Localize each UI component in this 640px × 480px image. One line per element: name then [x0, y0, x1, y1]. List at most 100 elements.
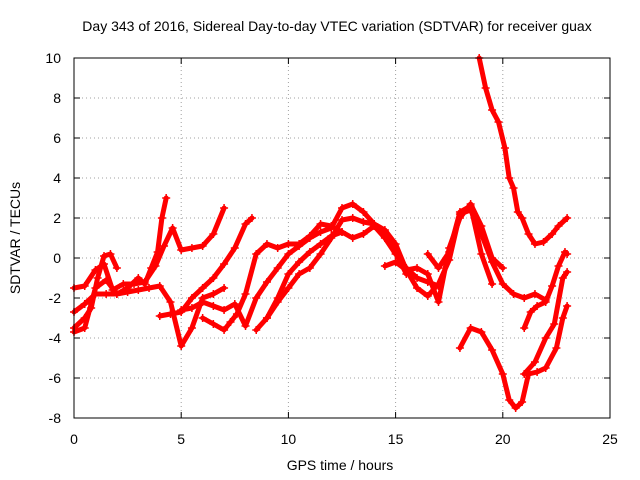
- data-point: [93, 274, 102, 282]
- data-point: [112, 264, 121, 272]
- y-tick-label: 10: [45, 50, 61, 66]
- x-tick-label: 5: [177, 431, 185, 447]
- data-point: [187, 294, 196, 302]
- data-point: [153, 248, 162, 256]
- data-point: [177, 246, 186, 254]
- x-tick-label: 25: [602, 431, 618, 447]
- series-track-10: [382, 201, 506, 305]
- data-point: [316, 250, 325, 258]
- data-point: [209, 274, 218, 282]
- data-point: [284, 240, 293, 248]
- data-point: [466, 324, 475, 332]
- data-point: [455, 208, 464, 216]
- data-point: [295, 258, 304, 266]
- data-point: [80, 324, 89, 332]
- data-point: [413, 264, 422, 272]
- data-point: [434, 264, 443, 272]
- data-point: [262, 314, 271, 322]
- data-point: [220, 326, 229, 334]
- data-point: [488, 346, 497, 354]
- data-point: [550, 320, 559, 328]
- data-point: [160, 242, 169, 250]
- data-point: [359, 230, 368, 238]
- data-point: [241, 220, 250, 228]
- data-point: [226, 318, 235, 326]
- data-point: [220, 204, 229, 212]
- data-point: [509, 184, 518, 192]
- data-point: [162, 194, 171, 202]
- data-point: [198, 314, 207, 322]
- data-point: [445, 248, 454, 256]
- data-point: [262, 240, 271, 248]
- data-point: [198, 242, 207, 250]
- data-point: [533, 302, 542, 310]
- data-point: [80, 300, 89, 308]
- data-point: [327, 224, 336, 232]
- data-point: [423, 292, 432, 300]
- data-point: [230, 244, 239, 252]
- data-point: [295, 270, 304, 278]
- data-point: [477, 250, 486, 258]
- data-point: [466, 202, 475, 210]
- data-point: [558, 314, 567, 322]
- data-point: [513, 208, 522, 216]
- data-point: [477, 328, 486, 336]
- y-tick-label: 8: [53, 90, 61, 106]
- data-point: [305, 234, 314, 242]
- data-point: [518, 214, 527, 222]
- data-point: [391, 250, 400, 258]
- data-point: [498, 370, 507, 378]
- data-point: [500, 144, 509, 152]
- data-point: [348, 200, 357, 208]
- data-point: [241, 290, 250, 298]
- data-point: [520, 294, 529, 302]
- data-point: [423, 250, 432, 258]
- x-tick-label: 10: [281, 431, 297, 447]
- y-tick-label: -2: [49, 290, 62, 306]
- data-point: [80, 282, 89, 290]
- data-point: [157, 214, 166, 222]
- data-point: [520, 324, 529, 332]
- data-point: [102, 276, 111, 284]
- data-point: [477, 222, 486, 230]
- data-point: [498, 264, 507, 272]
- y-tick-label: 6: [53, 130, 61, 146]
- data-point: [380, 234, 389, 242]
- data-point: [494, 118, 503, 126]
- data-point: [520, 370, 529, 378]
- data-point: [338, 216, 346, 224]
- data-point: [413, 284, 422, 292]
- data-point: [295, 242, 304, 250]
- data-point: [338, 204, 346, 212]
- data-point: [106, 250, 115, 258]
- data-point: [505, 396, 514, 404]
- data-point: [533, 368, 542, 376]
- series-track-12: [476, 55, 570, 247]
- data-point: [511, 404, 520, 412]
- data-point: [123, 288, 132, 296]
- data-point: [145, 284, 154, 292]
- data-point: [402, 266, 411, 274]
- x-axis-label: GPS time / hours: [287, 457, 394, 473]
- data-point: [168, 224, 177, 232]
- data-point: [284, 250, 293, 258]
- data-point: [316, 220, 325, 228]
- data-point: [177, 306, 186, 314]
- data-point: [198, 298, 207, 306]
- data-point: [563, 214, 572, 222]
- data-point: [554, 262, 563, 270]
- data-point: [413, 274, 422, 282]
- data-point: [273, 294, 282, 302]
- x-tick-labels: 0 5 10 15 20 25: [70, 431, 618, 447]
- data-point: [539, 238, 548, 246]
- x-tick-label: 20: [495, 431, 511, 447]
- data-point: [558, 274, 567, 282]
- data-point: [530, 290, 539, 298]
- data-point: [518, 398, 527, 406]
- data-point: [488, 254, 497, 262]
- data-point: [273, 244, 282, 252]
- y-tick-label: -4: [49, 330, 62, 346]
- data-point: [187, 244, 196, 252]
- series-track-5: [157, 215, 255, 319]
- data-point: [252, 250, 261, 258]
